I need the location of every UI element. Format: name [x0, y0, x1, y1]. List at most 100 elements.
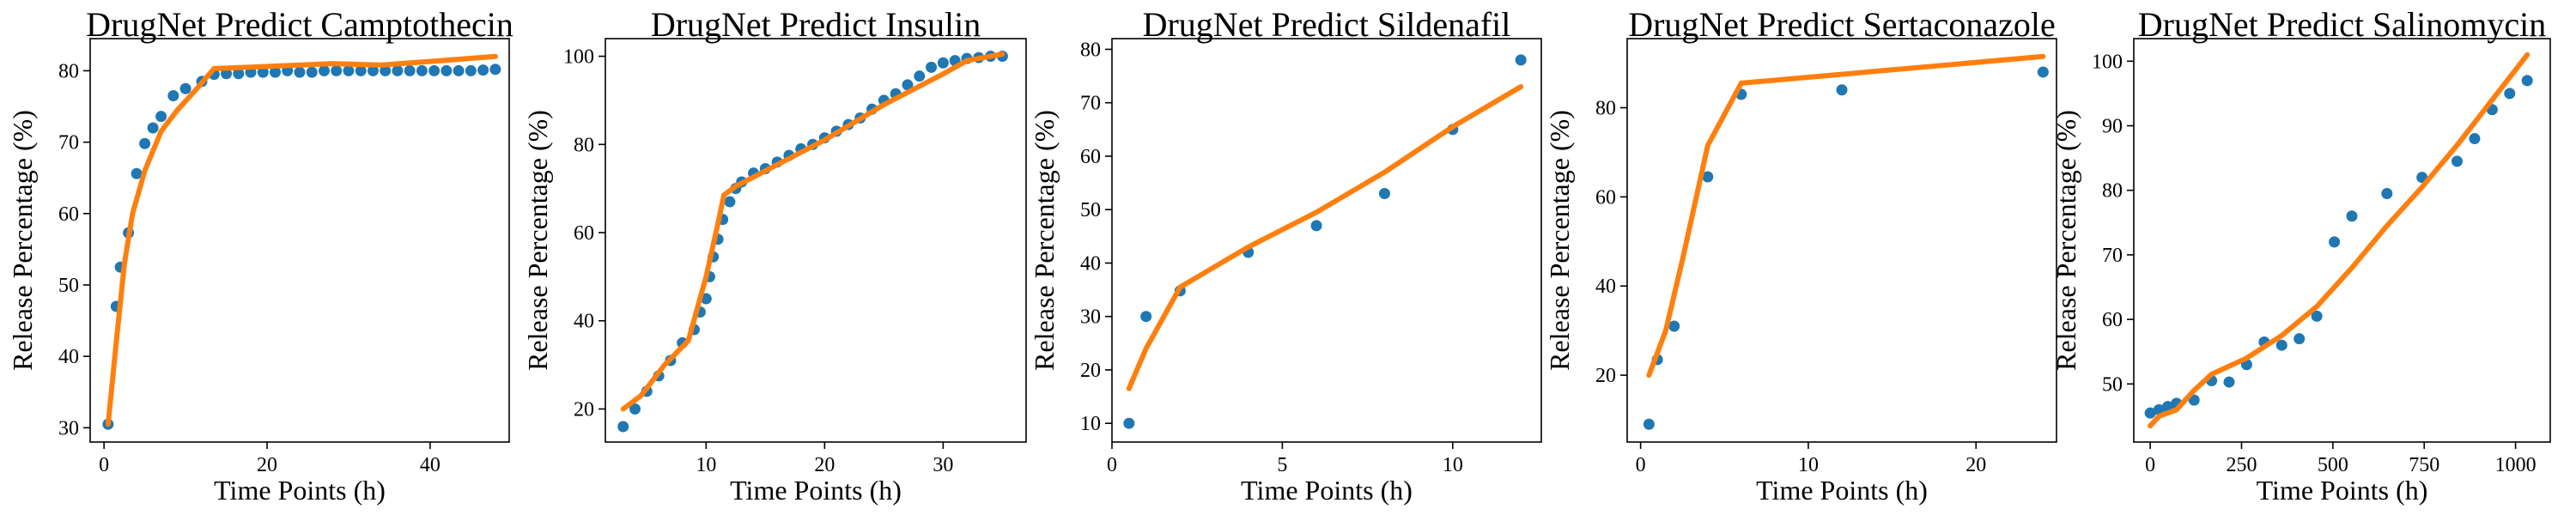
observed-point [221, 68, 233, 80]
observed-point [1836, 84, 1848, 96]
x-tick-label: 20 [1965, 454, 1986, 476]
x-axis-label: Time Points (h) [214, 475, 386, 506]
x-tick-label: 20 [257, 454, 277, 476]
predicted-line [620, 52, 1005, 412]
plot-frame [605, 38, 1027, 443]
y-tick-label: 50 [2102, 373, 2123, 396]
chart-title: DrugNet Predict Salinomycin [2138, 5, 2546, 44]
chart-title: DrugNet Predict Sertaconazole [1628, 5, 2056, 44]
y-tick-label: 20 [1595, 365, 1616, 387]
x-tick-label: 1000 [2495, 454, 2537, 476]
chart-panel: DrugNet Predict Insulin 10 20 30 20 40 60 80 100… [522, 5, 1027, 506]
x-tick-label: 0 [1107, 454, 1117, 476]
y-tick-label: 60 [1080, 146, 1101, 168]
observed-point [294, 66, 306, 78]
x-tick-label: 0 [99, 454, 109, 476]
observed-point [428, 64, 440, 76]
y-tick-label: 40 [574, 311, 594, 333]
observed-point [1140, 311, 1152, 323]
y-tick-label: 20 [1080, 360, 1101, 382]
plot-frame [1111, 38, 1542, 443]
observed-point [380, 64, 392, 76]
y-tick-label: 40 [58, 346, 79, 368]
observed-point [477, 64, 489, 76]
y-tick-label: 50 [58, 275, 79, 297]
x-tick-label: 20 [814, 454, 835, 476]
observed-point [724, 196, 736, 208]
observed-point [2037, 66, 2049, 78]
observed-point [155, 111, 167, 123]
x-tick-label: 500 [2318, 454, 2348, 476]
observed-point [233, 68, 245, 80]
y-tick-label: 100 [563, 46, 594, 69]
y-axis-label: Release Percentage (%) [1029, 110, 1060, 371]
x-tick-label: 40 [420, 454, 440, 476]
y-tick-label: 80 [1080, 39, 1101, 61]
chart-panel: DrugNet Predict Camptothecin 0 20 40 30 40 50 6… [7, 5, 513, 506]
observed-point [2451, 155, 2464, 167]
observed-point [2275, 339, 2287, 351]
observed-point [1668, 320, 1680, 332]
chart-title: DrugNet Predict Insulin [651, 5, 981, 44]
chart-title: DrugNet Predict Sildenafil [1143, 5, 1511, 44]
observed-point [2381, 187, 2393, 199]
observed-point [147, 122, 159, 134]
observed-point [1515, 54, 1527, 66]
chart-panel: DrugNet Predict Sildenafil 0 5 10 10 20 30 40 50… [1029, 5, 1542, 506]
observed-point [2311, 310, 2323, 322]
x-tick-label: 10 [1798, 454, 1819, 476]
chart-panel: DrugNet Predict Sertaconazole 0 10 20 20 40 60… [1544, 5, 2057, 506]
plot-frame [1626, 38, 2057, 443]
y-tick-label: 90 [2102, 116, 2123, 138]
observed-point [416, 64, 428, 76]
observed-point [1310, 220, 1322, 232]
observed-point [2346, 210, 2358, 222]
observed-point [2329, 236, 2341, 248]
observed-point [440, 64, 453, 76]
y-tick-label: 20 [574, 398, 594, 421]
y-tick-label: 70 [2102, 245, 2123, 267]
observed-point [2293, 333, 2306, 345]
observed-point [355, 64, 367, 76]
y-tick-label: 70 [58, 132, 79, 154]
observed-point [902, 79, 914, 91]
observed-point [453, 64, 465, 76]
plot-frame [2133, 38, 2551, 443]
y-axis-label: Release Percentage (%) [7, 110, 38, 371]
x-tick-label: 250 [2227, 454, 2257, 476]
observed-point [1123, 417, 1135, 429]
observed-point [2144, 407, 2156, 419]
observed-point [343, 64, 355, 76]
observed-point [257, 66, 269, 78]
observed-point [937, 57, 949, 69]
observed-point [629, 403, 641, 415]
observed-point [1378, 188, 1390, 200]
x-tick-label: 10 [696, 454, 716, 476]
observed-point [179, 82, 191, 94]
observed-point [926, 61, 938, 73]
y-tick-label: 40 [1080, 252, 1101, 275]
predicted-line [105, 53, 498, 427]
y-tick-label: 60 [58, 203, 79, 226]
observed-point [318, 64, 330, 76]
x-axis-label: Time Points (h) [1756, 475, 1928, 506]
y-tick-label: 60 [1595, 186, 1616, 209]
observed-point [404, 64, 416, 76]
observed-point [2504, 88, 2516, 100]
observed-point [2223, 376, 2235, 388]
y-tick-label: 80 [58, 60, 79, 82]
observed-point [306, 66, 318, 78]
x-tick-label: 10 [1443, 454, 1463, 476]
chart-title: DrugNet Predict Camptothecin [86, 5, 513, 44]
x-tick-label: 0 [1636, 454, 1646, 476]
observed-point [139, 137, 151, 149]
y-axis-label: Release Percentage (%) [1544, 110, 1575, 371]
x-axis-label: Time Points (h) [2257, 475, 2428, 506]
y-tick-label: 60 [574, 222, 594, 245]
observed-point [465, 64, 477, 76]
observed-point [1643, 418, 1655, 430]
observed-point [2521, 75, 2533, 87]
y-tick-label: 30 [1080, 306, 1101, 329]
predicted-line [1646, 53, 2046, 379]
